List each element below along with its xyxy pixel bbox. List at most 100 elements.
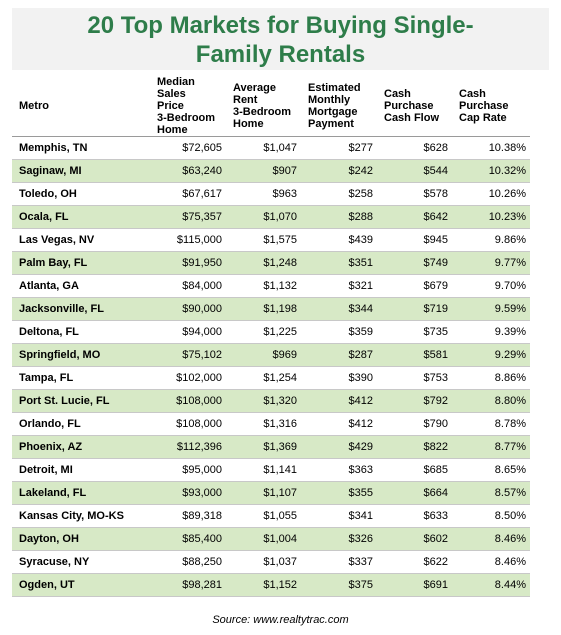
value-cell: $578 bbox=[377, 182, 452, 206]
value-cell: $685 bbox=[377, 458, 452, 482]
header-line: Cash bbox=[384, 88, 411, 100]
value-cell: $790 bbox=[377, 412, 452, 436]
value-cell: $1,037 bbox=[226, 550, 301, 574]
value-cell: $1,575 bbox=[226, 228, 301, 252]
value-cell: $628 bbox=[377, 136, 452, 160]
value-cell: $88,250 bbox=[150, 550, 226, 574]
table-row: Jacksonville, FL $90,000 $1,198 $344 $719 9.5… bbox=[12, 297, 530, 321]
value-cell: 9.86% bbox=[452, 228, 530, 252]
value-cell: $1,070 bbox=[226, 205, 301, 229]
header-line: Price bbox=[157, 100, 184, 112]
table-row: Syracuse, NY $88,250 $1,037 $337 $622 8.46% bbox=[12, 550, 530, 574]
value-cell: 8.46% bbox=[452, 527, 530, 551]
value-cell: 9.59% bbox=[452, 297, 530, 321]
value-cell: 8.65% bbox=[452, 458, 530, 482]
metro-cell: Orlando, FL bbox=[12, 412, 150, 436]
table-row: Springfield, MO $75,102 $969 $287 $581 9.29% bbox=[12, 343, 530, 367]
value-cell: $642 bbox=[377, 205, 452, 229]
header-line: Payment bbox=[308, 118, 354, 130]
table: Metro Median Sales Price 3-Bedroom Home Avera… bbox=[12, 76, 530, 597]
value-cell: $1,152 bbox=[226, 573, 301, 597]
value-cell: $1,107 bbox=[226, 481, 301, 505]
value-cell: $67,617 bbox=[150, 182, 226, 206]
value-cell: $963 bbox=[226, 182, 301, 206]
title: 20 Top Markets for Buying Single-Family … bbox=[12, 8, 549, 70]
value-cell: $375 bbox=[301, 573, 377, 597]
value-cell: 8.77% bbox=[452, 435, 530, 459]
column-header: Estimated Monthly Mortgage Payment bbox=[301, 76, 377, 137]
value-cell: $363 bbox=[301, 458, 377, 482]
value-cell: $355 bbox=[301, 481, 377, 505]
metro-cell: Deltona, FL bbox=[12, 320, 150, 344]
table-body: Memphis, TN $72,605 $1,047 $277 $628 10.38% Sa… bbox=[12, 136, 530, 597]
value-cell: $75,102 bbox=[150, 343, 226, 367]
value-cell: $735 bbox=[377, 320, 452, 344]
metro-cell: Port St. Lucie, FL bbox=[12, 389, 150, 413]
header-line: Cap Rate bbox=[459, 112, 507, 124]
value-cell: $1,132 bbox=[226, 274, 301, 298]
value-cell: $242 bbox=[301, 159, 377, 183]
value-cell: $1,316 bbox=[226, 412, 301, 436]
value-cell: $1,047 bbox=[226, 136, 301, 160]
value-cell: $1,225 bbox=[226, 320, 301, 344]
value-cell: $108,000 bbox=[150, 412, 226, 436]
table-row: Dayton, OH $85,400 $1,004 $326 $602 8.46% bbox=[12, 527, 530, 551]
value-cell: $359 bbox=[301, 320, 377, 344]
value-cell: $753 bbox=[377, 366, 452, 390]
value-cell: 8.80% bbox=[452, 389, 530, 413]
metro-cell: Phoenix, AZ bbox=[12, 435, 150, 459]
value-cell: $288 bbox=[301, 205, 377, 229]
value-cell: $633 bbox=[377, 504, 452, 528]
value-cell: $1,198 bbox=[226, 297, 301, 321]
header-line: Purchase bbox=[384, 100, 434, 112]
value-cell: 9.39% bbox=[452, 320, 530, 344]
source: Source: www.realtytrac.com bbox=[212, 614, 349, 626]
value-cell: 10.26% bbox=[452, 182, 530, 206]
value-cell: $1,004 bbox=[226, 527, 301, 551]
value-cell: $544 bbox=[377, 159, 452, 183]
column-header: Average Rent 3-Bedroom Home bbox=[226, 76, 301, 137]
metro-cell: Toledo, OH bbox=[12, 182, 150, 206]
metro-cell: Las Vegas, NV bbox=[12, 228, 150, 252]
value-cell: $84,000 bbox=[150, 274, 226, 298]
table-row: Deltona, FL $94,000 $1,225 $359 $735 9.39% bbox=[12, 320, 530, 344]
table-row: Atlanta, GA $84,000 $1,132 $321 $679 9.70% bbox=[12, 274, 530, 298]
table-row: Detroit, MI $95,000 $1,141 $363 $685 8.65% bbox=[12, 458, 530, 482]
table-row: Tampa, FL $102,000 $1,254 $390 $753 8.86% bbox=[12, 366, 530, 390]
metro-cell: Atlanta, GA bbox=[12, 274, 150, 298]
value-cell: $691 bbox=[377, 573, 452, 597]
value-cell: $102,000 bbox=[150, 366, 226, 390]
value-cell: $822 bbox=[377, 435, 452, 459]
value-cell: $115,000 bbox=[150, 228, 226, 252]
value-cell: $90,000 bbox=[150, 297, 226, 321]
value-cell: $412 bbox=[301, 412, 377, 436]
value-cell: $75,357 bbox=[150, 205, 226, 229]
value-cell: $89,318 bbox=[150, 504, 226, 528]
value-cell: $108,000 bbox=[150, 389, 226, 413]
value-cell: $792 bbox=[377, 389, 452, 413]
metro-cell: Dayton, OH bbox=[12, 527, 150, 551]
value-cell: $85,400 bbox=[150, 527, 226, 551]
metro-cell: Palm Bay, FL bbox=[12, 251, 150, 275]
value-cell: $93,000 bbox=[150, 481, 226, 505]
value-cell: $602 bbox=[377, 527, 452, 551]
table-row: Las Vegas, NV $115,000 $1,575 $439 $945 9.86% bbox=[12, 228, 530, 252]
value-cell: $287 bbox=[301, 343, 377, 367]
header-line: Median Sales bbox=[157, 76, 195, 100]
header-line: Rent bbox=[233, 94, 258, 106]
column-header: Median Sales Price 3-Bedroom Home bbox=[150, 76, 226, 137]
table-row: Kansas City, MO-KS $89,318 $1,055 $341 $633 8… bbox=[12, 504, 530, 528]
metro-cell: Detroit, MI bbox=[12, 458, 150, 482]
metro-cell: Syracuse, NY bbox=[12, 550, 150, 574]
metro-cell: Ocala, FL bbox=[12, 205, 150, 229]
header-line: Average bbox=[233, 82, 277, 94]
table-row: Port St. Lucie, FL $108,000 $1,320 $412 $792… bbox=[12, 389, 530, 413]
value-cell: $429 bbox=[301, 435, 377, 459]
metro-cell: Memphis, TN bbox=[12, 136, 150, 160]
table-row: Ogden, UT $98,281 $1,152 $375 $691 8.44% bbox=[12, 573, 530, 597]
value-cell: $258 bbox=[301, 182, 377, 206]
value-cell: 9.77% bbox=[452, 251, 530, 275]
value-cell: $581 bbox=[377, 343, 452, 367]
value-cell: $1,248 bbox=[226, 251, 301, 275]
table-row: Memphis, TN $72,605 $1,047 $277 $628 10.38% bbox=[12, 136, 530, 160]
